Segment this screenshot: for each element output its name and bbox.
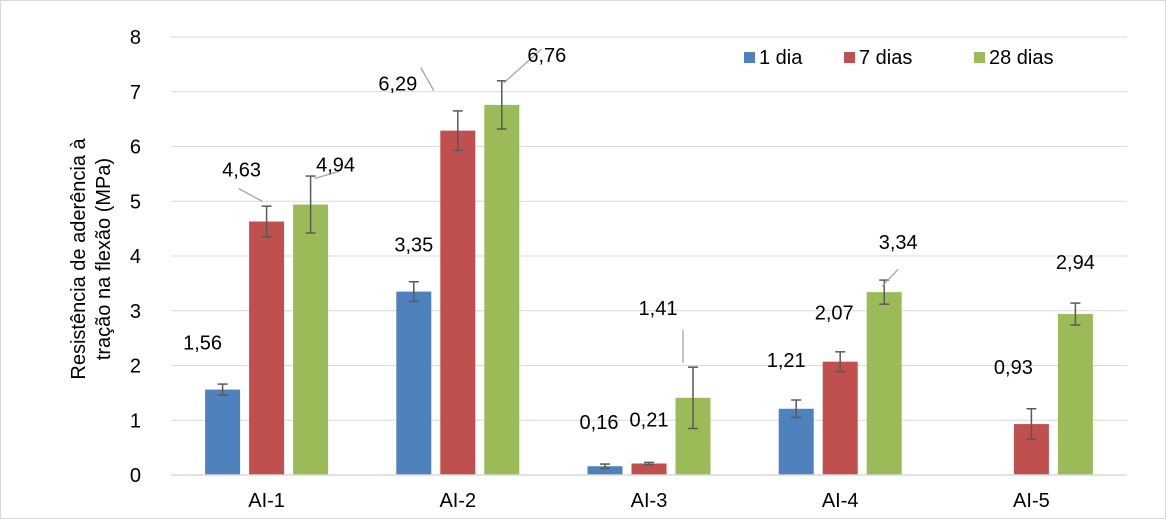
- y-tick-label: 8: [130, 27, 141, 49]
- bar: [822, 361, 858, 475]
- data-label: 4,94: [316, 155, 355, 177]
- leader-line: [420, 67, 435, 91]
- x-category-label: AI-5: [1013, 490, 1050, 512]
- leader-line: [503, 48, 543, 84]
- data-label: 3,35: [394, 235, 433, 257]
- data-label: 1,41: [639, 298, 678, 320]
- data-label: 0,21: [630, 410, 669, 432]
- data-label: 3,34: [879, 232, 918, 254]
- y-axis-title: Resistência de aderência à tração na fle…: [68, 137, 115, 379]
- y-tick-label: 0: [130, 465, 141, 487]
- data-label: 1,21: [767, 350, 806, 372]
- data-label: 2,07: [815, 303, 854, 325]
- legend-swatch: [974, 52, 985, 63]
- data-label: 0,16: [580, 412, 619, 434]
- x-category-label: AI-3: [631, 490, 668, 512]
- y-tick-label: 3: [130, 301, 141, 323]
- data-label: 6,29: [378, 74, 417, 96]
- y-tick-label: 5: [130, 191, 141, 213]
- bars: [205, 104, 1093, 475]
- y-tick-label: 7: [130, 82, 141, 104]
- legend-label: 28 dias: [989, 47, 1054, 69]
- bar: [440, 130, 476, 475]
- y-tick-label: 2: [130, 356, 141, 378]
- legend: 1 dia 7 dias 28 dias: [744, 47, 1054, 69]
- data-label: 6,76: [527, 45, 566, 67]
- y-tick-label: 1: [130, 410, 141, 432]
- legend-swatch: [844, 52, 855, 63]
- x-category-label: AI-1: [248, 490, 285, 512]
- legend-swatch: [744, 52, 755, 63]
- x-axis-categories: AI-1 AI-2 AI-3 AI-4 AI-5: [248, 490, 1049, 512]
- leader-line: [314, 170, 339, 180]
- leader-line: [881, 268, 899, 287]
- y-tick-label: 4: [130, 246, 141, 268]
- x-category-label: AI-2: [439, 490, 476, 512]
- legend-label: 7 dias: [859, 47, 912, 69]
- bar: [293, 204, 329, 475]
- bar: [587, 466, 623, 475]
- y-axis-ticks: 0 1 2 3 4 5 6 7 8: [130, 27, 141, 487]
- label-leader-lines: [238, 48, 899, 363]
- y-axis-title-line1: Resistência de aderência à: [68, 137, 90, 379]
- error-bars: [217, 80, 1081, 470]
- x-category-label: AI-4: [822, 490, 859, 512]
- bar: [484, 104, 520, 475]
- data-label: 0,93: [994, 357, 1033, 379]
- legend-label: 1 dia: [759, 47, 803, 69]
- bar: [205, 389, 241, 475]
- gridlines: [171, 36, 1127, 421]
- data-label: 1,56: [183, 333, 222, 355]
- bar: [778, 408, 814, 475]
- bar: [249, 221, 285, 475]
- data-label: 4,63: [222, 160, 261, 182]
- bar: [631, 463, 667, 475]
- bar: [1057, 314, 1093, 475]
- data-label: 2,94: [1056, 252, 1095, 274]
- leader-line: [238, 187, 263, 203]
- y-tick-label: 6: [130, 137, 141, 159]
- y-axis-title-line2: tração na flexão (MPa): [93, 158, 115, 360]
- bar: [866, 292, 902, 475]
- bar: [396, 291, 432, 475]
- data-labels: 1,56 4,63 4,94 3,35 6,29 6,76 0,16 0,21 1,41 1,21…: [183, 45, 1095, 434]
